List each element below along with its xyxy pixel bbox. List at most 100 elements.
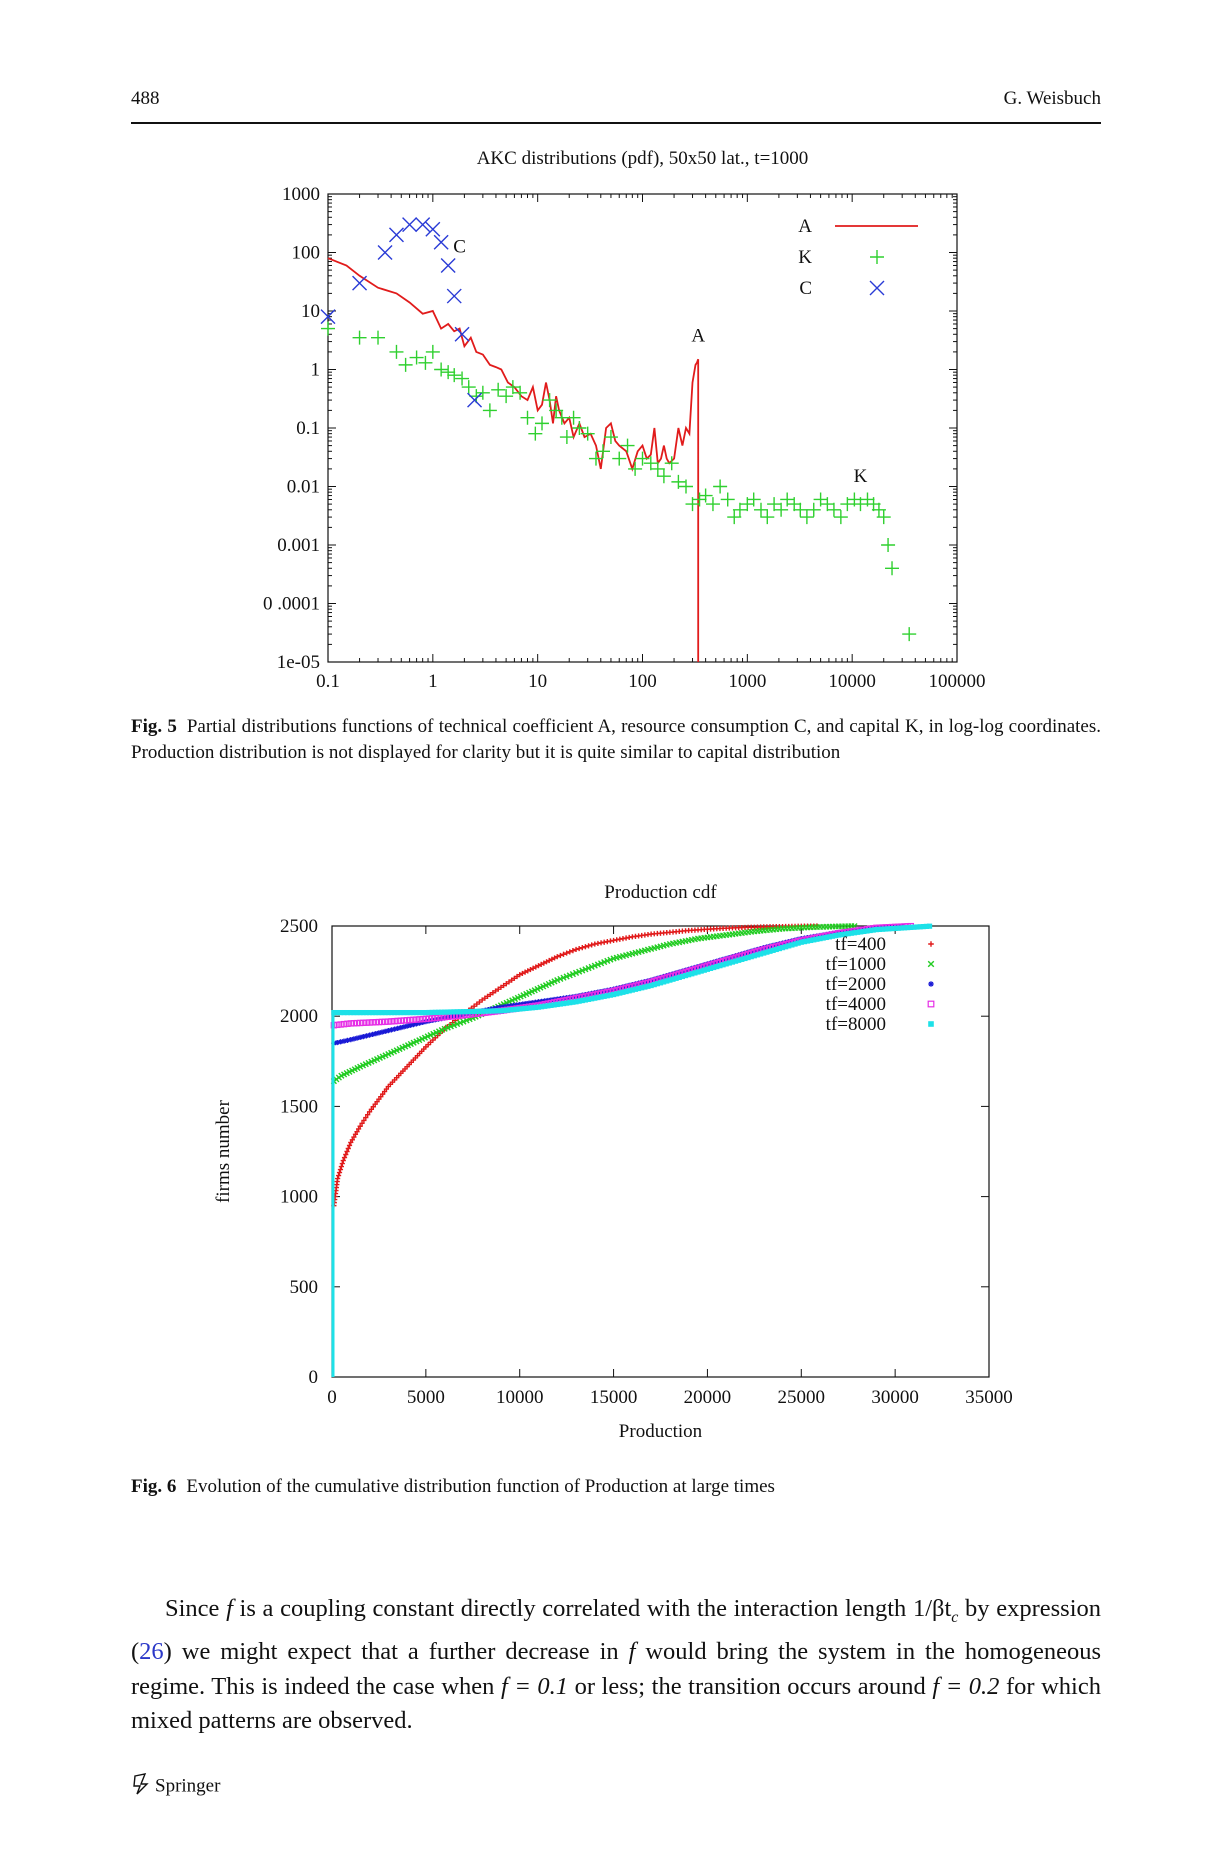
fig6-point-tf=8000 <box>867 927 873 934</box>
fig6-point-tf=8000 <box>779 945 786 951</box>
fig6-point-tf=8000 <box>470 1008 476 1015</box>
body-text-3: by expression ( <box>131 1595 1101 1666</box>
fig5-point-K <box>902 627 917 642</box>
fig6-point-tf=8000 <box>798 939 804 945</box>
fig6-point-tf=8000 <box>786 943 792 949</box>
fig6-point-tf=8000 <box>673 975 679 981</box>
fig6-x-tick-label: 15000 <box>590 1387 638 1408</box>
fig5-point-K <box>469 389 484 404</box>
fig5-point-C <box>388 227 404 243</box>
fig5-point-K <box>321 321 335 336</box>
fig6-x-axis-label: Production <box>619 1421 703 1442</box>
fig6-point-tf=8000 <box>388 1009 395 1016</box>
fig6-point-tf=400 <box>348 1139 354 1146</box>
fig6-legend-swatch <box>928 941 934 947</box>
fig6-legend-label: tf=400 <box>835 934 886 955</box>
fig6-point-tf=2000 <box>385 1028 391 1034</box>
fig5-legend-label-K: K <box>798 247 812 268</box>
fig6-point-tf=8000 <box>438 1009 445 1015</box>
fig6-point-tf=2000 <box>398 1025 404 1031</box>
fig6-point-tf=8000 <box>767 948 773 954</box>
fig6-y-tick-label: 2500 <box>280 916 318 937</box>
body-text-6: or less; the transition occurs around <box>568 1672 933 1700</box>
fig5-x-tick-label: 1 <box>428 671 438 692</box>
fig6-point-tf=8000 <box>331 1009 337 1016</box>
fig5-point-C <box>320 309 336 325</box>
fig6-point-tf=8000 <box>570 999 576 1005</box>
fig6-point-tf=8000 <box>482 1008 488 1014</box>
fig6-point-tf=8000 <box>711 964 717 971</box>
fig6-point-tf=8000 <box>911 924 917 930</box>
fig6-point-tf=2000 <box>351 1036 357 1042</box>
fig6-point-tf=400 <box>337 1166 344 1173</box>
fig6-point-tf=400 <box>501 982 507 989</box>
fig6-point-tf=8000 <box>341 1009 347 1016</box>
fig6-caption: Fig. 6 Evolution of the cumulative distri… <box>131 1474 1101 1500</box>
fig6-point-tf=8000 <box>420 1009 426 1016</box>
fig6-legend-swatch <box>927 1000 935 1008</box>
fig6-title: Production cdf <box>604 882 717 903</box>
fig5-point-K <box>799 510 814 525</box>
fig6-point-tf=400 <box>506 979 512 985</box>
fig6-point-tf=8000 <box>880 926 886 932</box>
fig5-point-K <box>628 461 643 476</box>
fig6-point-tf=8000 <box>445 1009 451 1015</box>
fig6-point-tf=8000 <box>454 1009 460 1015</box>
fig6-point-tf=8000 <box>513 1006 520 1012</box>
fig6-point-tf=8000 <box>704 966 711 972</box>
fig6-point-tf=8000 <box>892 925 898 932</box>
fig6-point-tf=8000 <box>739 956 745 962</box>
fig5-point-K <box>679 479 694 494</box>
fig6-point-tf=400 <box>365 1112 371 1118</box>
fig6-legend-swatch <box>927 960 935 968</box>
fig6-point-tf=8000 <box>736 957 742 963</box>
fig6-point-tf=8000 <box>701 967 707 973</box>
fig6-point-tf=400 <box>525 968 531 974</box>
fig6-point-tf=8000 <box>348 1009 354 1016</box>
fig5-point-C <box>402 217 418 233</box>
fig6-point-tf=8000 <box>357 1009 363 1016</box>
fig6-point-tf=8000 <box>410 1009 416 1016</box>
equation-ref-link[interactable]: 26 <box>139 1638 164 1666</box>
fig5-point-C <box>467 392 483 408</box>
fig6-point-tf=2000 <box>382 1028 388 1034</box>
fig5-point-K <box>793 502 808 517</box>
fig6-point-tf=400 <box>522 969 528 975</box>
fig6-point-tf=8000 <box>714 963 720 970</box>
publisher-name: Springer <box>155 1775 221 1797</box>
fig5-point-K <box>352 330 367 345</box>
body-text-1: Since <box>165 1595 227 1622</box>
fig5-point-K <box>620 438 635 453</box>
fig6-point-tf=8000 <box>334 1009 340 1016</box>
fig6-point-tf=8000 <box>901 925 908 931</box>
fig6-point-tf=8000 <box>923 923 930 930</box>
fig6-point-tf=4000 <box>344 1020 351 1027</box>
fig5-point-K <box>603 430 618 445</box>
fig5-point-K <box>418 355 433 370</box>
fig5-point-C <box>352 275 368 291</box>
fig6-point-tf=8000 <box>510 1006 517 1013</box>
fig5-point-K <box>685 497 700 512</box>
fig6-point-tf=400 <box>341 1154 348 1161</box>
fig6-point-tf=8000 <box>363 1009 370 1016</box>
fig5-annotation-C: C <box>453 237 466 258</box>
symbol-f: f <box>226 1595 233 1622</box>
fig6-series-tf=8000 <box>331 923 933 1377</box>
fig6-point-tf=8000 <box>610 991 617 998</box>
fig5-point-K <box>542 393 557 408</box>
fig6-point-tf=4000 <box>337 1021 344 1028</box>
fig6-point-tf=8000 <box>761 950 767 956</box>
fig6-point-tf=400 <box>546 957 552 964</box>
fig5-point-K <box>475 385 490 400</box>
fig6-point-tf=8000 <box>917 924 923 930</box>
fig6-point-tf=400 <box>359 1120 365 1126</box>
fig6-point-tf=400 <box>530 965 536 971</box>
fig6-point-tf=8000 <box>636 985 642 992</box>
fig5-point-K <box>692 492 707 507</box>
fig5-annotation-K: K <box>854 466 868 487</box>
fig6-point-tf=8000 <box>870 927 876 933</box>
fig6-point-tf=8000 <box>720 962 726 968</box>
fig5-point-K <box>876 510 891 525</box>
fig6-point-tf=8000 <box>557 1001 563 1007</box>
fig6-point-tf=400 <box>339 1160 345 1167</box>
